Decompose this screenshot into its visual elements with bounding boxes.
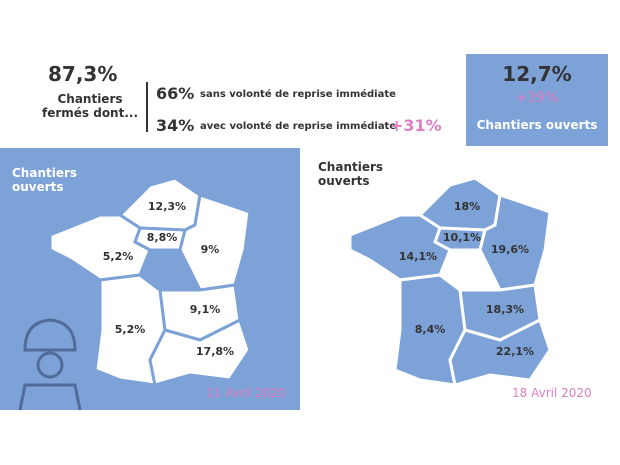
map-title: Chantiers ouverts [318,160,384,188]
breakdown-label: avec volonté de reprise immédiate [200,121,397,132]
region [478,193,552,292]
breakdown-value: 34% [156,116,195,135]
region-label: 18,3% [486,303,524,316]
breakdown-label: sans volonté de reprise immédiate [200,89,396,100]
region-label: 18% [454,200,480,213]
region [48,213,152,282]
region-label: 17,8% [196,345,234,358]
closed-value: 87,3% [48,62,118,86]
region [178,193,252,292]
region [448,317,552,387]
region-label: 10,1% [443,231,481,244]
map-title: Chantiers ouverts [12,166,78,194]
region-label: 8,4% [415,323,446,336]
open-label: Chantiers ouverts [476,118,598,132]
open-value: 12,7% [502,62,572,86]
region-label: 12,3% [148,200,186,213]
breakdown-value: 66% [156,84,195,103]
region-label: 5,2% [103,250,134,263]
divider [146,82,148,132]
worker-icon [18,318,82,411]
region-label: 22,1% [496,345,534,358]
region-label: 9% [201,243,220,256]
map-date: 18 Avril 2020 [512,386,592,400]
region [348,213,452,282]
region-label: 19,6% [491,243,529,256]
open-change: +39% [515,90,559,106]
region-label: 5,2% [115,323,146,336]
map-date: 11 Avril 2020 [206,386,286,400]
open-box: 12,7% +39% Chantiers ouverts [466,54,608,146]
region [148,317,252,387]
breakdown-change: +31% [390,116,442,135]
region-label: 8,8% [147,231,178,244]
region-label: 14,1% [399,250,437,263]
closed-label: Chantiers fermés dont... [41,92,139,120]
region-label: 9,1% [190,303,221,316]
